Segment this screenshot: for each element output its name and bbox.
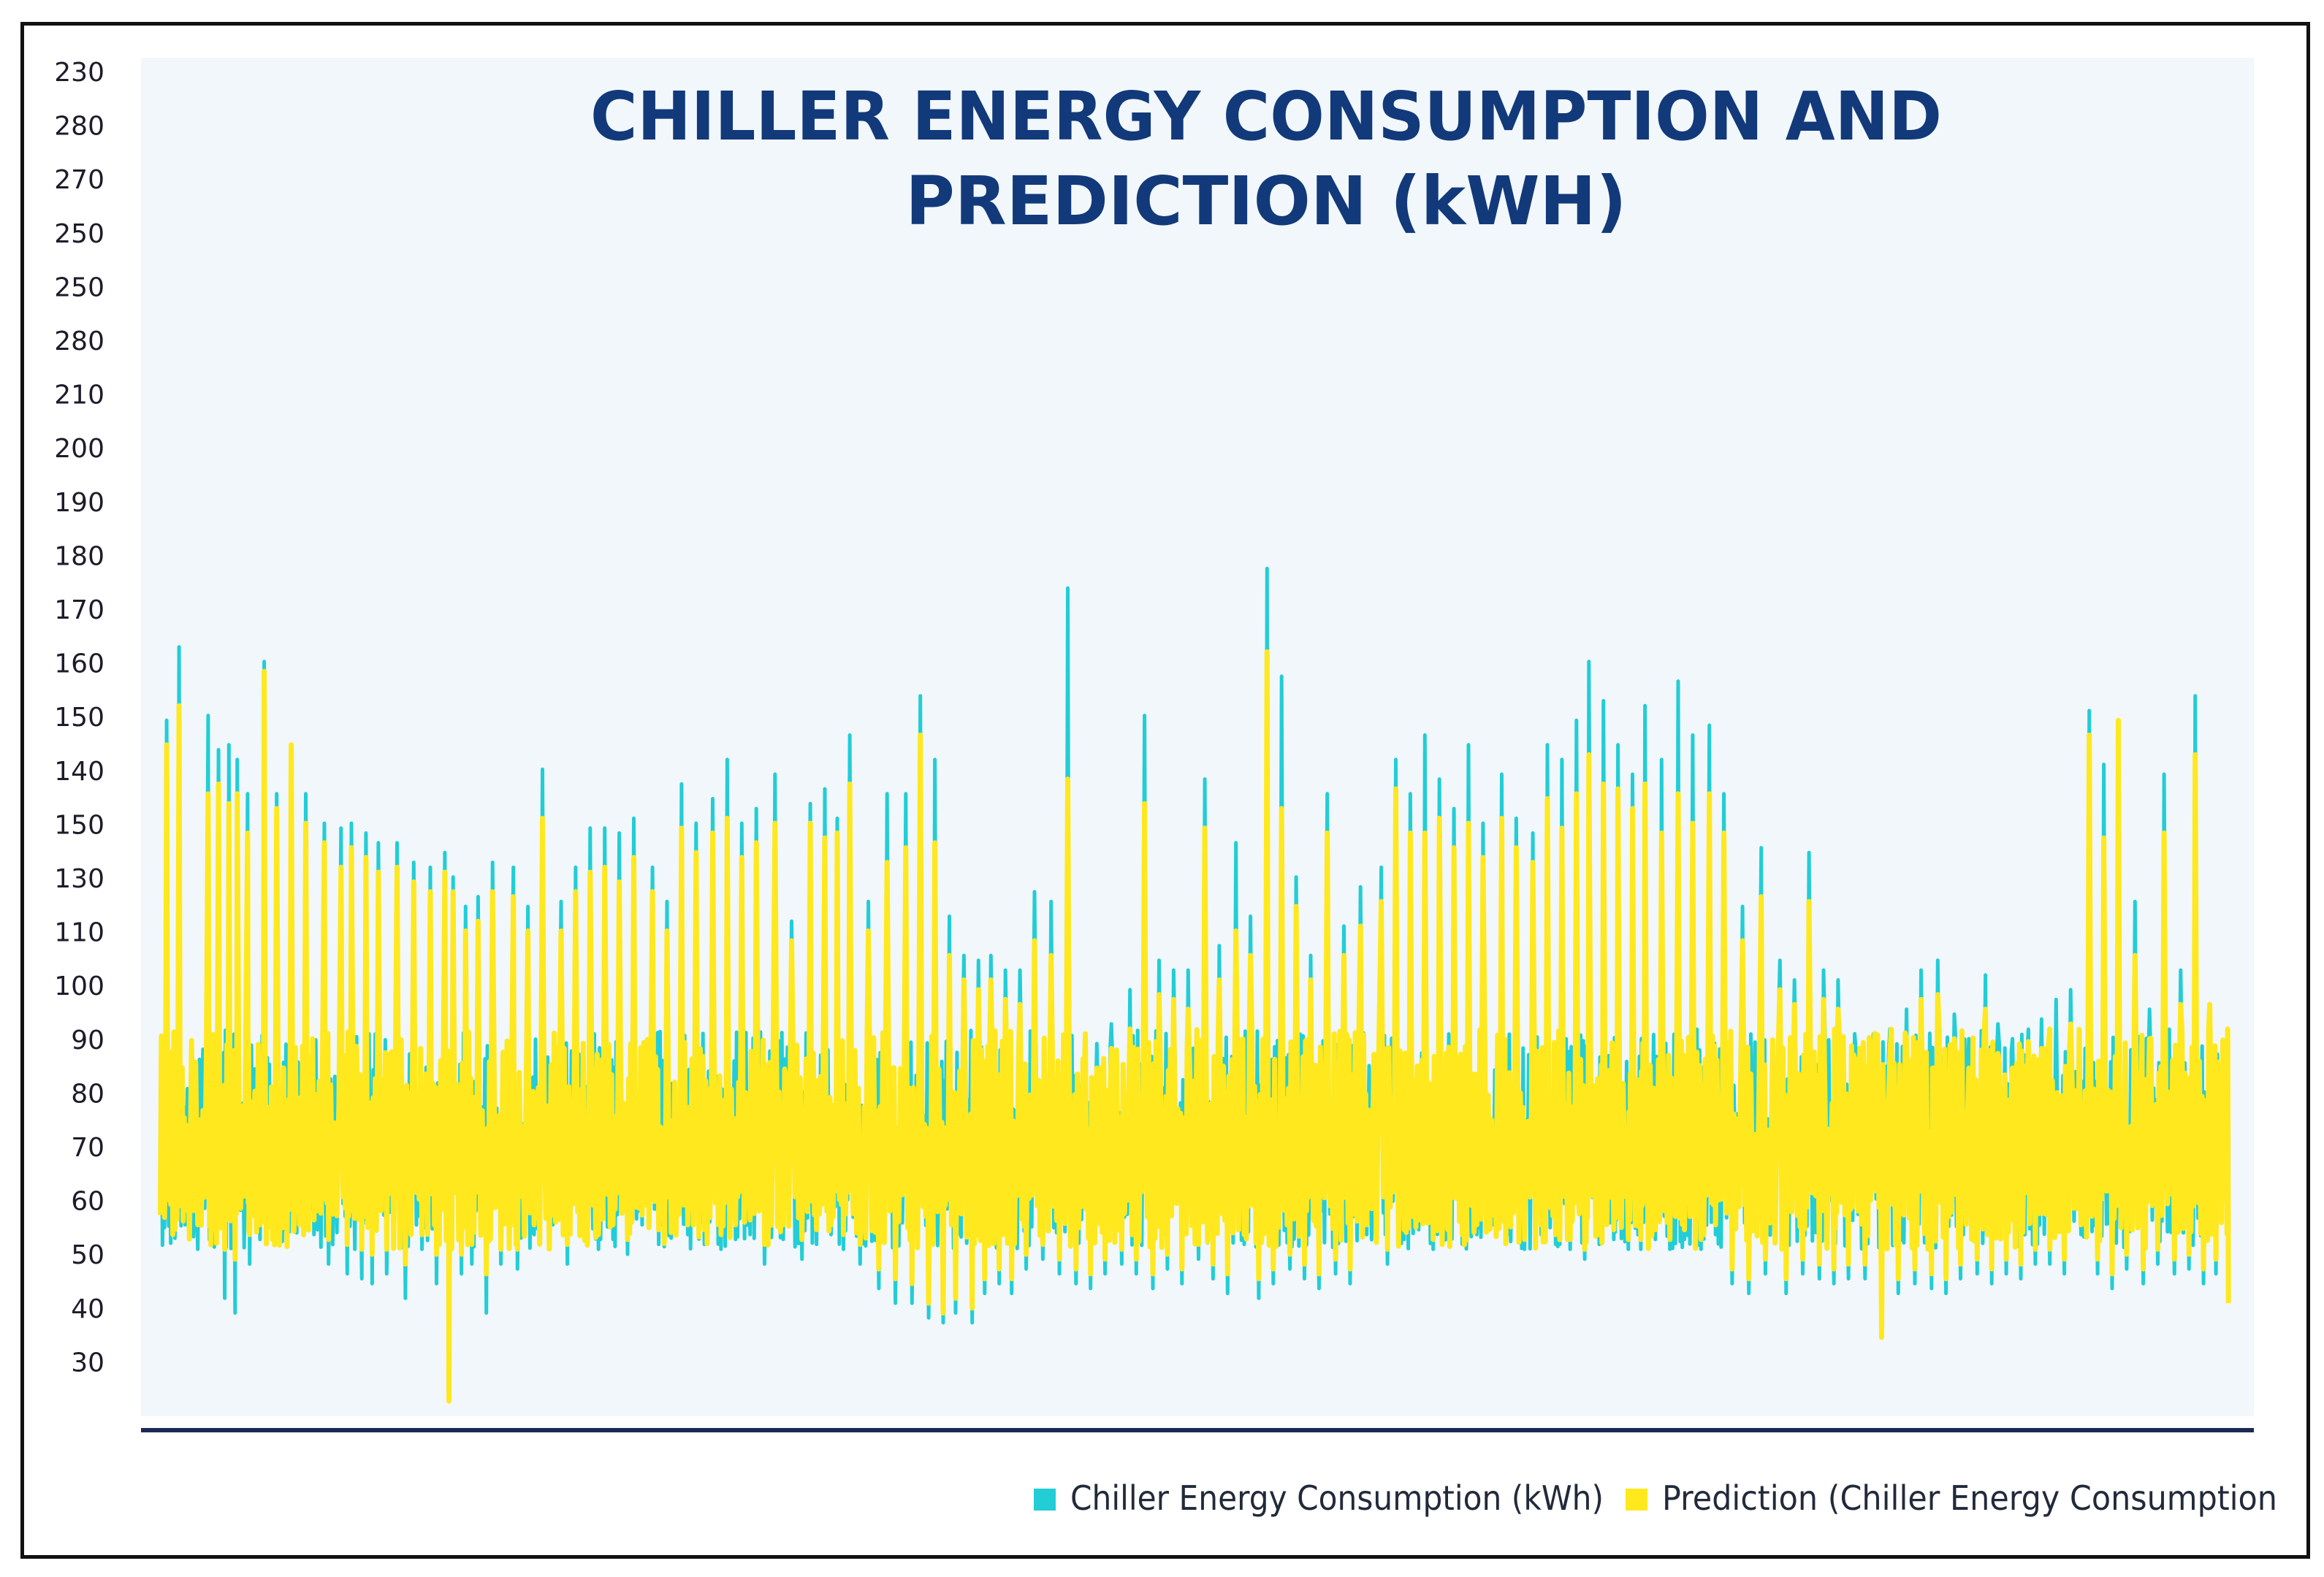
- y-tick-label: 170: [54, 595, 104, 625]
- y-tick-label: 210: [54, 381, 104, 411]
- y-axis-tick-labels: 230 280 270 250 250 280 210 200 190 180 170 160 150 1…: [54, 58, 104, 1378]
- y-tick-label: 70: [71, 1133, 104, 1163]
- legend-item-chiller-energy-consumption[interactable]: Chiller Energy Consumption (kWh): [1034, 1478, 1604, 1518]
- y-tick-label: 110: [54, 918, 104, 948]
- y-tick-label: 40: [71, 1294, 104, 1324]
- y-tick-label: 280: [54, 327, 104, 356]
- legend-swatch-actual: [1034, 1489, 1056, 1511]
- y-tick-label: 90: [71, 1026, 104, 1055]
- y-tick-label: 140: [54, 757, 104, 787]
- legend: Chiller Energy Consumption (kWh) Predict…: [1034, 1478, 2277, 1518]
- y-tick-label: 50: [71, 1240, 104, 1270]
- legend-label-actual: Chiller Energy Consumption (kWh): [1070, 1478, 1604, 1518]
- y-tick-label: 160: [54, 649, 104, 679]
- y-tick-label: 130: [54, 864, 104, 894]
- chart-frame: 230 280 270 250 250 280 210 200 190 180 170 160 150 1…: [20, 22, 2310, 1559]
- chart-title-line-2: PREDICTION (kWH): [905, 162, 1626, 240]
- legend-swatch-prediction: [1626, 1489, 1647, 1511]
- chart-title-line-1: CHILLER ENERGY CONSUMPTION AND: [590, 77, 1942, 156]
- y-tick-label: 30: [71, 1348, 104, 1378]
- y-tick-label: 80: [71, 1079, 104, 1109]
- legend-item-prediction[interactable]: Prediction (Chiller Energy Consumption: [1626, 1478, 2277, 1518]
- y-tick-label: 250: [54, 219, 104, 249]
- y-tick-label: 280: [54, 112, 104, 142]
- series-prediction: [158, 649, 2231, 1404]
- y-tick-label: 150: [54, 810, 104, 840]
- y-tick-label: 270: [54, 165, 104, 195]
- y-tick-label: 150: [54, 703, 104, 733]
- line-prediction: [158, 649, 2231, 1404]
- legend-label-prediction: Prediction (Chiller Energy Consumption: [1662, 1478, 2277, 1518]
- y-tick-label: 250: [54, 272, 104, 302]
- y-tick-label: 200: [54, 434, 104, 464]
- y-tick-label: 100: [54, 971, 104, 1001]
- y-tick-label: 230: [54, 58, 104, 88]
- chiller-energy-chart: 230 280 270 250 250 280 210 200 190 180 170 160 150 1…: [54, 58, 2277, 1518]
- y-tick-label: 190: [54, 488, 104, 518]
- y-tick-label: 60: [71, 1187, 104, 1217]
- y-tick-label: 180: [54, 541, 104, 571]
